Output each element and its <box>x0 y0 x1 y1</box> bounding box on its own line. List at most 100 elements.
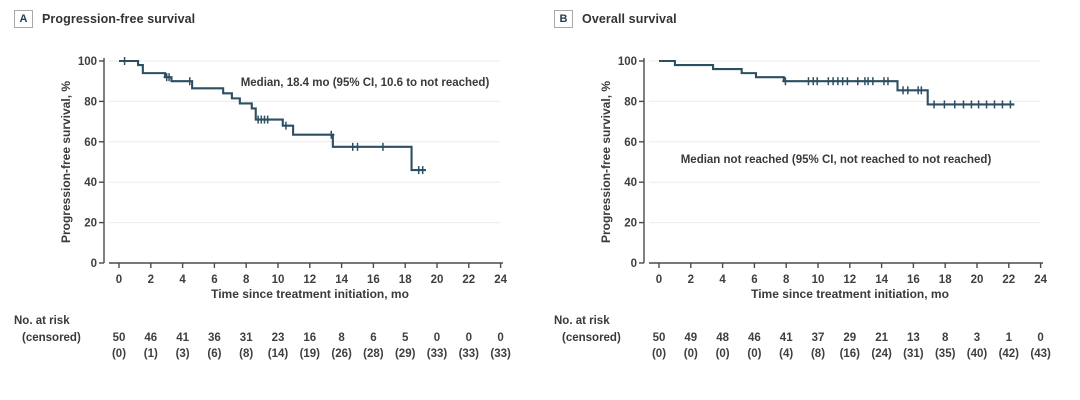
censored-count: (0) <box>747 348 761 360</box>
y-tick-label: 80 <box>624 96 637 108</box>
censored-count: (3) <box>176 348 190 360</box>
censored-count: (0) <box>112 348 126 360</box>
x-tick-label: 4 <box>179 274 186 286</box>
at-risk-count: 41 <box>176 332 189 344</box>
censored-count: (0) <box>652 348 666 360</box>
censor-mark <box>904 86 912 95</box>
at-risk-count: 50 <box>653 332 666 344</box>
x-tick-label: 14 <box>875 274 888 286</box>
at-risk-count: 49 <box>684 332 697 344</box>
censored-count: (33) <box>490 348 511 360</box>
y-tick-label: 40 <box>84 177 97 189</box>
x-tick-label: 16 <box>367 274 380 286</box>
censor-mark <box>379 142 387 151</box>
y-axis-title: Progression-free survival, % <box>599 81 613 243</box>
censor-mark <box>884 77 892 86</box>
censored-count: (16) <box>840 348 861 360</box>
at-risk-count: 46 <box>144 332 157 344</box>
censored-count: (6) <box>207 348 221 360</box>
panel-b-title: Overall survival <box>582 12 677 26</box>
censored-count: (8) <box>239 348 253 360</box>
censored-count: (8) <box>811 348 825 360</box>
censor-mark <box>975 100 982 109</box>
x-tick-label: 0 <box>656 274 662 286</box>
censored-row-label: (censored) <box>562 332 621 344</box>
at-risk-count: 6 <box>370 332 376 344</box>
censor-mark <box>951 100 958 109</box>
at-risk-count: 50 <box>113 332 126 344</box>
y-tick-label: 0 <box>631 258 637 270</box>
at-risk-count: 37 <box>812 332 825 344</box>
at-risk-row-label: No. at risk <box>554 315 610 327</box>
censored-count: (0) <box>684 348 698 360</box>
median-annotation: Median, 18.4 mo (95% CI, 10.6 to not rea… <box>241 77 490 89</box>
censor-mark <box>968 100 975 109</box>
at-risk-count: 36 <box>208 332 221 344</box>
censored-count: (35) <box>935 348 956 360</box>
censor-mark <box>354 142 361 151</box>
censor-mark <box>1007 100 1014 109</box>
censor-mark <box>930 100 938 109</box>
censored-count: (4) <box>779 348 793 360</box>
at-risk-count: 0 <box>466 332 472 344</box>
at-risk-count: 16 <box>303 332 316 344</box>
x-tick-label: 2 <box>148 274 154 286</box>
at-risk-count: 8 <box>942 332 949 344</box>
censored-count: (31) <box>903 348 924 360</box>
censor-mark <box>941 100 948 109</box>
x-tick-label: 4 <box>719 274 726 286</box>
y-tick-label: 60 <box>624 137 637 149</box>
y-tick-label: 100 <box>618 56 637 68</box>
y-tick-label: 60 <box>84 137 97 149</box>
at-risk-count: 31 <box>240 332 253 344</box>
y-tick-label: 0 <box>91 258 97 270</box>
censor-mark <box>264 115 271 124</box>
censor-mark <box>328 130 335 139</box>
censored-count: (43) <box>1030 348 1051 360</box>
at-risk-count: 1 <box>1006 332 1013 344</box>
at-risk-count: 0 <box>434 332 440 344</box>
at-risk-count: 29 <box>843 332 856 344</box>
x-tick-label: 10 <box>812 274 825 286</box>
x-tick-label: 18 <box>939 274 952 286</box>
censor-mark <box>918 86 925 95</box>
censored-count: (19) <box>300 348 321 360</box>
censor-mark <box>999 100 1006 109</box>
censor-mark <box>165 73 173 82</box>
censor-mark <box>782 77 789 86</box>
censored-count: (24) <box>871 348 892 360</box>
y-tick-label: 40 <box>624 177 637 189</box>
censor-mark <box>983 100 990 109</box>
km-step-curve <box>659 59 1015 106</box>
x-tick-label: 10 <box>272 274 285 286</box>
censor-mark <box>991 100 998 109</box>
censor-mark <box>186 77 193 86</box>
at-risk-count: 41 <box>780 332 793 344</box>
x-tick-label: 16 <box>907 274 920 286</box>
censor-mark <box>960 100 967 109</box>
y-tick-label: 20 <box>624 218 637 230</box>
at-risk-count: 13 <box>907 332 920 344</box>
at-risk-count: 23 <box>272 332 285 344</box>
censored-count: (40) <box>967 348 988 360</box>
y-tick-label: 100 <box>78 56 97 68</box>
censored-count: (0) <box>716 348 730 360</box>
x-tick-label: 14 <box>335 274 348 286</box>
x-axis-title: Time since treatment initiation, mo <box>211 287 409 301</box>
censored-count: (42) <box>999 348 1020 360</box>
at-risk-count: 8 <box>338 332 345 344</box>
x-tick-label: 20 <box>431 274 444 286</box>
at-risk-count: 0 <box>497 332 503 344</box>
at-risk-row-label: No. at risk <box>14 315 70 327</box>
y-axis-title: Progression-free survival, % <box>59 81 73 243</box>
censor-mark <box>854 77 861 86</box>
censor-mark <box>419 166 426 175</box>
censored-count: (28) <box>363 348 384 360</box>
at-risk-count: 48 <box>716 332 729 344</box>
x-tick-label: 18 <box>399 274 412 286</box>
x-tick-label: 2 <box>688 274 694 286</box>
x-tick-label: 24 <box>494 274 507 286</box>
